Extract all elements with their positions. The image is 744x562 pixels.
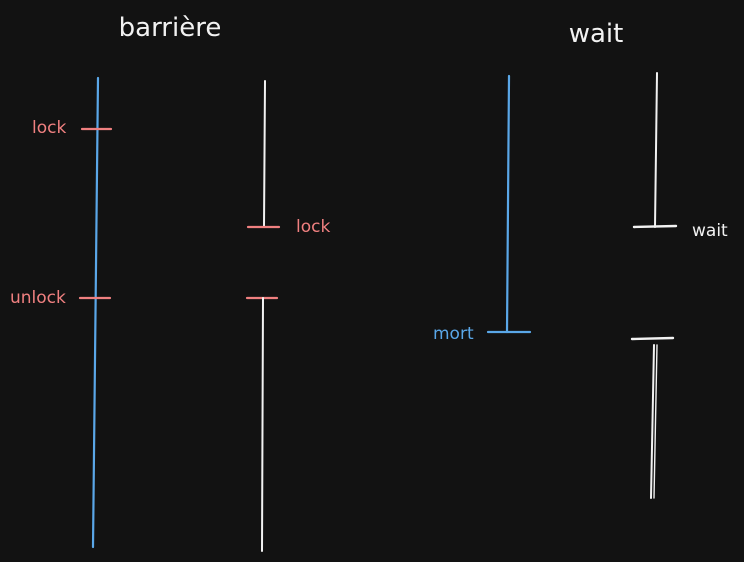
thread2-timeline-after-unlock <box>261 297 264 552</box>
parent-thread-timeline-after-wait <box>650 344 655 499</box>
parent-thread-timeline-before-wait <box>654 72 658 228</box>
thread1-unlock-label: unlock <box>10 288 66 308</box>
mort-label: mort <box>433 324 474 344</box>
wait-label: wait <box>692 221 728 241</box>
parent-thread-timeline-after-wait-double <box>653 344 658 499</box>
thread1-lock-label: lock <box>32 118 66 138</box>
thread2-timeline-before-lock <box>263 80 266 228</box>
barriere-title: barrière <box>119 13 222 43</box>
thread1-timeline <box>91 76 100 549</box>
thread2-lock-label: lock <box>296 217 330 237</box>
child-thread-timeline <box>505 74 511 334</box>
wait-title: wait <box>569 19 624 49</box>
parent-thread-wait-tick <box>632 224 678 229</box>
parent-thread-resume-tick <box>630 336 675 341</box>
